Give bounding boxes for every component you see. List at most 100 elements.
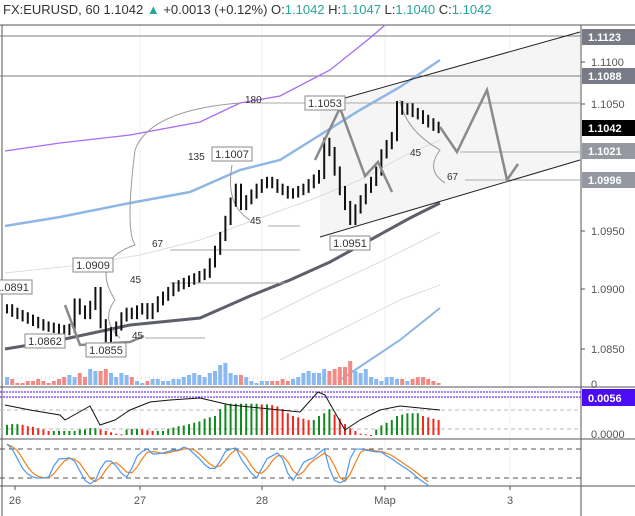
price-tag-text: 1.1021	[588, 146, 622, 158]
volume-bar	[25, 381, 30, 385]
gann-angle-label: 67	[152, 239, 164, 250]
histogram-bar	[32, 426, 34, 435]
volume-bar	[363, 369, 368, 385]
histogram-bar	[21, 424, 24, 435]
volume-bar	[140, 383, 145, 385]
volume-bar	[337, 367, 342, 385]
histogram-bar	[120, 434, 123, 436]
volume-bar	[395, 379, 399, 385]
histogram-bar	[136, 428, 138, 435]
histogram-bar	[333, 414, 336, 435]
volume-bar	[213, 371, 217, 385]
volume-bar	[431, 381, 436, 385]
volume-bar	[332, 369, 337, 385]
histogram-bar	[323, 413, 326, 435]
histogram-bar	[312, 420, 315, 435]
histogram-bar	[42, 429, 45, 435]
histogram-bar	[68, 430, 71, 435]
volume-bar	[83, 377, 87, 385]
histogram-bar	[286, 413, 289, 435]
histogram-bar	[110, 432, 112, 435]
stoch-d-line	[6, 443, 429, 483]
volume-bar	[379, 381, 384, 385]
histogram-bar	[229, 403, 232, 435]
volume-bar	[296, 377, 301, 385]
swing-price-text: 1.0891	[0, 282, 29, 294]
volume-bar	[145, 381, 150, 385]
histogram-bar	[302, 418, 305, 435]
gann-angle-label: 45	[130, 275, 142, 286]
symbol-name[interactable]: FX:EURUSD, 60	[3, 2, 100, 17]
channel-lower-line	[319, 159, 581, 238]
swing-price-text: 1.0855	[89, 345, 123, 357]
histogram-bar	[349, 428, 352, 435]
volume-bar	[343, 367, 347, 385]
volume-bar	[358, 373, 363, 385]
volume-bar	[389, 377, 394, 385]
histogram-bar	[359, 433, 362, 435]
histogram-bar	[156, 430, 159, 435]
gann-angle-label: 45	[132, 331, 144, 342]
volume-bar	[72, 377, 77, 385]
histogram-bar	[141, 429, 144, 435]
volume-bar	[244, 377, 249, 385]
x-tick-label: 27	[134, 495, 146, 507]
gann-fan-arc	[105, 102, 241, 339]
histogram-bar	[78, 429, 81, 435]
gann-fan-arc	[229, 164, 251, 221]
volume-bar	[415, 377, 420, 385]
histogram-bar	[240, 403, 242, 435]
volume-bar	[384, 377, 389, 385]
histogram-bar	[94, 428, 97, 435]
volume-bar	[291, 379, 295, 385]
close-value: 1.1042	[451, 2, 492, 17]
open-label: O:	[271, 2, 285, 17]
channel-fill	[320, 32, 580, 237]
volume-bar	[265, 381, 269, 385]
swing-price-label	[304, 95, 346, 111]
price-tag	[582, 120, 635, 136]
high-value: 1.1047	[341, 2, 381, 17]
low-value: 1.1040	[395, 2, 436, 17]
gann-angle-label: 135	[188, 152, 205, 163]
histogram-bar	[307, 420, 310, 435]
histogram-bar	[130, 428, 133, 435]
histogram-bar	[354, 430, 357, 435]
swing-price-text: 1.0951	[333, 238, 367, 250]
ma-thin	[259, 231, 441, 321]
histogram-bar	[26, 426, 29, 435]
volume-bar	[119, 373, 124, 385]
histogram-bar	[297, 417, 300, 435]
volume-bar	[270, 381, 275, 385]
histogram-bar	[406, 413, 409, 435]
volume-bar	[51, 381, 56, 385]
histogram-bar	[245, 403, 248, 435]
volume-bar	[135, 381, 139, 385]
volume-bar	[436, 383, 441, 385]
histogram-bar	[224, 404, 227, 435]
volume-bar	[67, 375, 72, 385]
histogram-bar	[364, 434, 367, 436]
price-tag	[582, 29, 635, 45]
volume-bar	[301, 373, 306, 385]
osc-axis-label: 0	[591, 379, 597, 391]
histogram-bar	[198, 421, 201, 435]
volume-bar	[124, 375, 129, 385]
y-tick-label: 1.0900	[591, 284, 625, 296]
pattern-zigzag	[313, 104, 394, 193]
histogram-bar	[58, 430, 60, 435]
price-tag-text: 1.0996	[588, 175, 622, 187]
volume-bar	[93, 371, 98, 385]
volume-bar	[275, 381, 280, 385]
volume-bar	[202, 377, 207, 385]
osc-axis-label: 0.0000	[591, 429, 625, 441]
swing-price-label	[72, 257, 114, 273]
price-tag	[582, 143, 635, 159]
price-tag-text: 1.1042	[588, 123, 622, 135]
swing-price-text: 1.1007	[215, 149, 249, 161]
volume-bar	[311, 373, 316, 385]
histogram-bar	[234, 403, 237, 435]
swing-price-text: 1.0909	[76, 260, 110, 272]
histogram-bar	[370, 435, 372, 436]
